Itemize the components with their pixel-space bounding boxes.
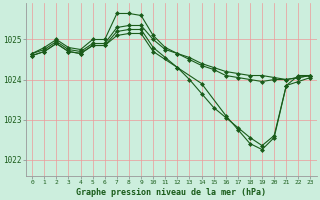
X-axis label: Graphe pression niveau de la mer (hPa): Graphe pression niveau de la mer (hPa) bbox=[76, 188, 266, 197]
